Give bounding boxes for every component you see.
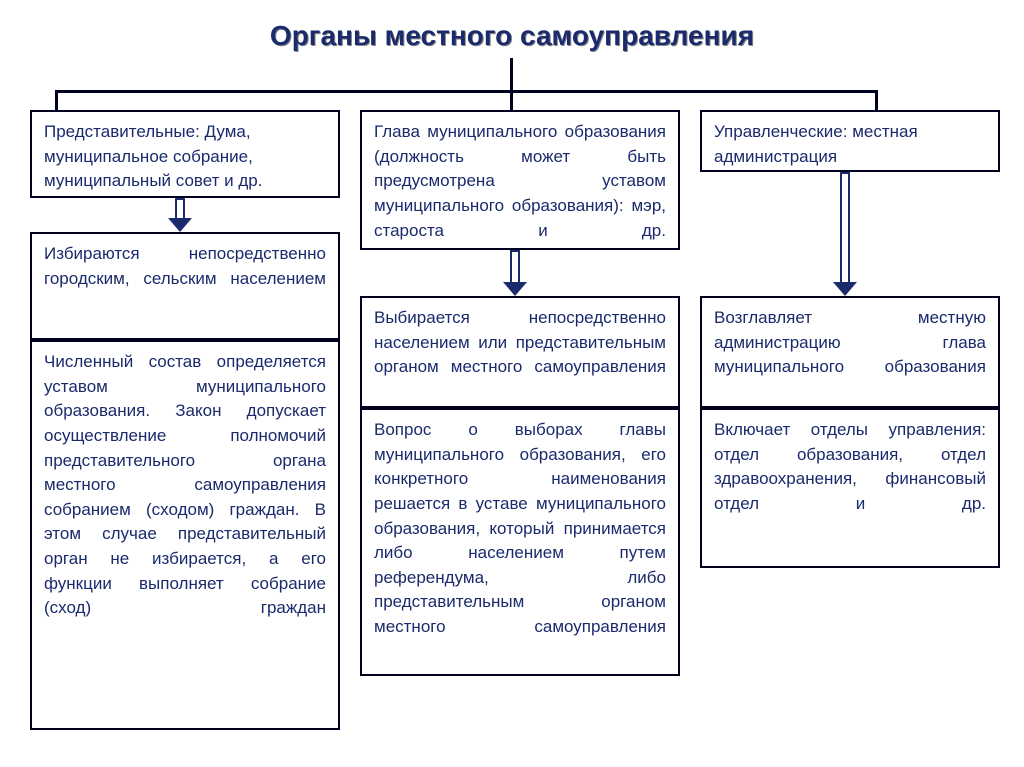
box-left-elected: Избираются непосредственно городским, се… bbox=[30, 232, 340, 340]
arrow-center bbox=[503, 250, 527, 296]
connector-hbar bbox=[55, 90, 875, 93]
box-left-representative: Представительные: Дума, муниципальное со… bbox=[30, 110, 340, 198]
connector-title-stem bbox=[510, 58, 513, 90]
box-center-question: Вопрос о выборах главы муниципального об… bbox=[360, 408, 680, 676]
box-right-heads: Возглавляет местную администрацию глава … bbox=[700, 296, 1000, 408]
connector-drop-left bbox=[55, 90, 58, 110]
connector-drop-center bbox=[510, 90, 513, 110]
box-right-departments: Включает отделы управления: отдел образо… bbox=[700, 408, 1000, 568]
arrow-right bbox=[833, 172, 857, 296]
diagram-title: Органы местного самоуправления bbox=[0, 20, 1024, 52]
box-right-management: Управленческие: местная администрация bbox=[700, 110, 1000, 172]
box-left-composition: Численный состав определяется уставом му… bbox=[30, 340, 340, 730]
box-center-head: Глава муниципального образования (должно… bbox=[360, 110, 680, 250]
box-center-selected: Выбирается непосредственно населением ил… bbox=[360, 296, 680, 408]
arrow-left bbox=[168, 198, 192, 232]
connector-drop-right bbox=[875, 90, 878, 110]
